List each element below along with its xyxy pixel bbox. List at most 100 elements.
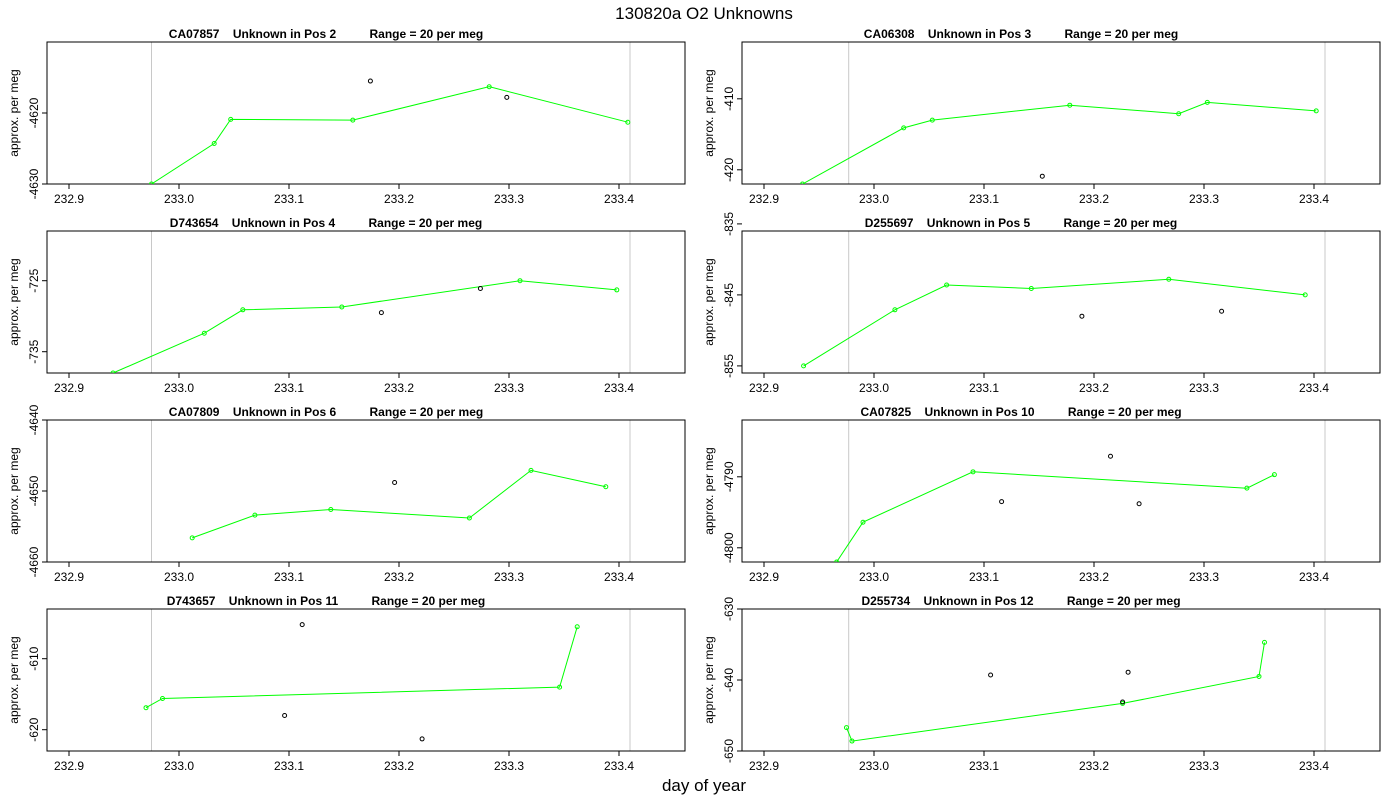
outlier-point — [477, 286, 483, 292]
series-point — [350, 117, 356, 123]
y-tick-label: -610 — [27, 646, 41, 670]
series-line — [192, 469, 606, 539]
series-point — [160, 695, 165, 701]
x-tick-label: 233.2 — [384, 381, 414, 395]
series-point — [929, 117, 935, 123]
x-tick-label: 233.1 — [274, 381, 304, 395]
series-group — [834, 453, 1277, 562]
outlier-point — [1079, 313, 1085, 319]
y-tick-label: -4620 — [27, 97, 41, 128]
series-point — [614, 287, 620, 293]
y-tick-label: -4650 — [27, 475, 41, 506]
x-tick-label: 233.0 — [164, 759, 194, 773]
outlier-point — [378, 310, 384, 316]
series-point — [603, 484, 609, 490]
x-tick-label: 233.2 — [1079, 192, 1109, 206]
series-point — [143, 705, 149, 711]
x-tick-label: 233.1 — [274, 192, 304, 206]
outlier-point — [1108, 453, 1113, 459]
y-axis-label: approx. per meg — [7, 447, 21, 534]
y-tick-label: -4790 — [722, 461, 736, 492]
series-point — [1313, 108, 1319, 114]
panel-title: CA07809 Unknown in Pos 6 Range = 20 per … — [169, 405, 483, 419]
panel-title: CA06308 Unknown in Pos 3 Range = 20 per … — [864, 27, 1178, 41]
x-tick-label: 233.1 — [969, 381, 999, 395]
plot-frame — [46, 608, 686, 752]
x-tick-label: 233.0 — [859, 570, 889, 584]
y-axis-label: approx. per meg — [7, 69, 21, 156]
series-point — [1067, 102, 1073, 108]
outlier-point — [999, 499, 1005, 505]
series-point — [252, 512, 258, 518]
outlier-point — [1120, 699, 1126, 705]
series-point — [1166, 276, 1172, 282]
y-tick-label: -4800 — [722, 532, 736, 563]
y-tick-label: -630 — [722, 597, 736, 621]
series-point — [1262, 639, 1267, 645]
plot-frame — [741, 608, 1381, 752]
outlier-point — [392, 479, 398, 485]
x-tick-label: 233.3 — [1189, 759, 1219, 773]
outlier-point — [1136, 501, 1142, 507]
y-axis-label: approx. per meg — [702, 447, 716, 534]
series-line — [836, 471, 1275, 562]
series-line — [803, 278, 1306, 367]
outlier-point — [988, 672, 994, 678]
x-tick-label: 233.3 — [494, 570, 524, 584]
plot-frame — [741, 41, 1381, 185]
series-point — [201, 330, 207, 336]
x-tick-label: 233.4 — [1299, 759, 1329, 773]
series-line — [151, 86, 628, 184]
x-tick-label: 232.9 — [749, 759, 779, 773]
series-point — [800, 181, 805, 184]
series-point — [1176, 111, 1182, 117]
x-tick-label: 233.4 — [1299, 570, 1329, 584]
series-group — [800, 99, 1319, 184]
series-point — [339, 304, 345, 310]
x-tick-label: 233.3 — [494, 381, 524, 395]
x-tick-label: 233.3 — [494, 759, 524, 773]
y-tick-label: -640 — [722, 668, 736, 692]
chart-panel-1: CA07857 Unknown in Pos 2 Range = 20 per … — [7, 27, 686, 206]
y-tick-label: -735 — [27, 339, 41, 363]
x-tick-label: 233.0 — [164, 381, 194, 395]
y-axis-label: approx. per meg — [702, 69, 716, 156]
y-axis-label: approx. per meg — [7, 636, 21, 723]
x-tick-label: 233.3 — [494, 192, 524, 206]
outlier-point — [299, 622, 305, 628]
outlier-point — [1125, 669, 1131, 675]
series-point — [970, 469, 976, 475]
series-group — [189, 467, 609, 541]
y-tick-label: -420 — [722, 157, 736, 181]
x-tick-label: 233.0 — [164, 570, 194, 584]
x-tick-label: 233.3 — [1189, 192, 1219, 206]
panel-title: D255734 Unknown in Pos 12 Range = 20 per… — [861, 594, 1180, 608]
plot-frame — [741, 419, 1381, 563]
series-point — [1028, 286, 1034, 292]
series-point — [328, 506, 334, 512]
panels-container: CA07857 Unknown in Pos 2 Range = 20 per … — [7, 27, 1381, 773]
series-point — [528, 467, 534, 473]
x-tick-label: 233.3 — [1189, 570, 1219, 584]
series-line — [145, 626, 578, 709]
x-tick-label: 233.1 — [274, 570, 304, 584]
series-point — [574, 624, 580, 630]
x-tick-label: 232.9 — [749, 381, 779, 395]
series-point — [1302, 292, 1308, 298]
series-point — [240, 307, 246, 313]
panel-title: D255697 Unknown in Pos 5 Range = 20 per … — [865, 216, 1177, 230]
x-tick-label: 233.2 — [384, 570, 414, 584]
series-group — [143, 622, 580, 742]
y-tick-label: -650 — [722, 739, 736, 763]
chart-panel-4: D255697 Unknown in Pos 5 Range = 20 per … — [702, 212, 1381, 395]
y-axis-label: approx. per meg — [7, 258, 21, 345]
x-tick-label: 233.1 — [969, 192, 999, 206]
outlier-point — [419, 736, 425, 742]
x-tick-label: 233.4 — [604, 570, 634, 584]
series-line — [802, 101, 1317, 184]
series-point — [1244, 485, 1250, 491]
series-point — [189, 535, 195, 541]
chart-panel-7: D743657 Unknown in Pos 11 Range = 20 per… — [7, 594, 686, 773]
x-tick-label: 233.0 — [859, 192, 889, 206]
